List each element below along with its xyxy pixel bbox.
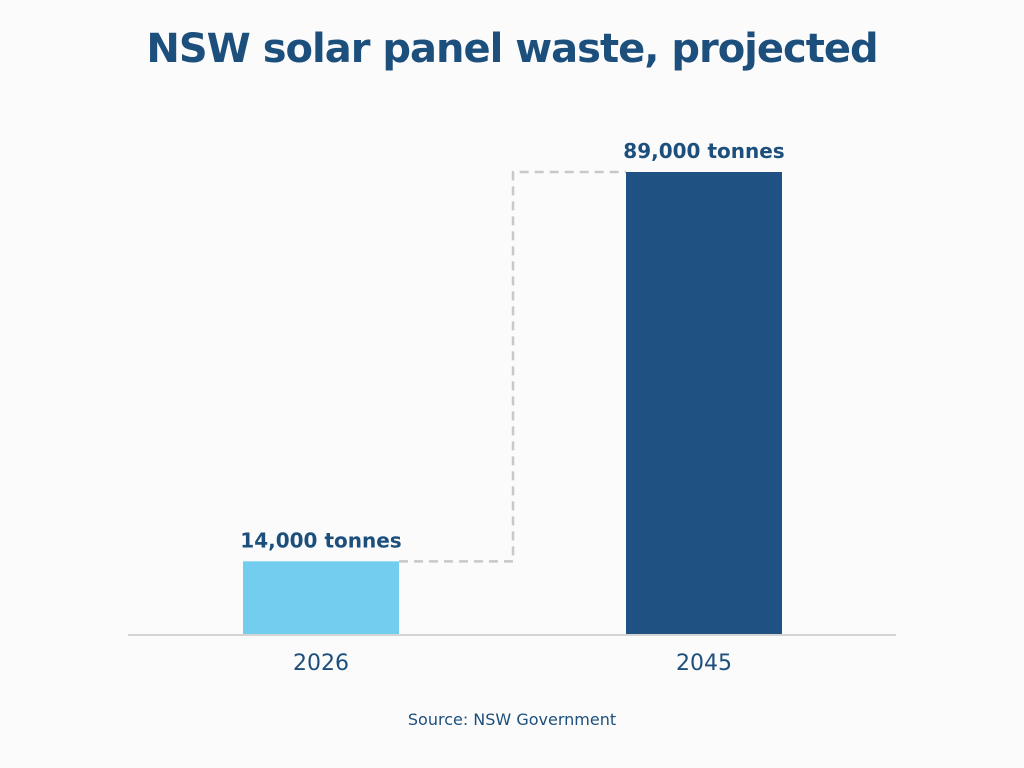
bars-layer bbox=[128, 170, 896, 636]
data-label-2045: 89,000 tonnes bbox=[623, 139, 784, 163]
chart-title: NSW solar panel waste, projected bbox=[146, 26, 878, 72]
x-tick-label-2045: 2045 bbox=[676, 651, 732, 676]
bar-2045 bbox=[626, 172, 782, 634]
source-note: Source: NSW Government bbox=[407, 710, 617, 729]
labels-layer: 14,000 tonnes 2026 89,000 tonnes 2045 bbox=[240, 139, 784, 676]
data-label-2026: 14,000 tonnes bbox=[240, 528, 401, 552]
connector-line bbox=[399, 170, 626, 563]
bar-2026 bbox=[243, 561, 399, 634]
x-tick-label-2026: 2026 bbox=[293, 651, 349, 676]
